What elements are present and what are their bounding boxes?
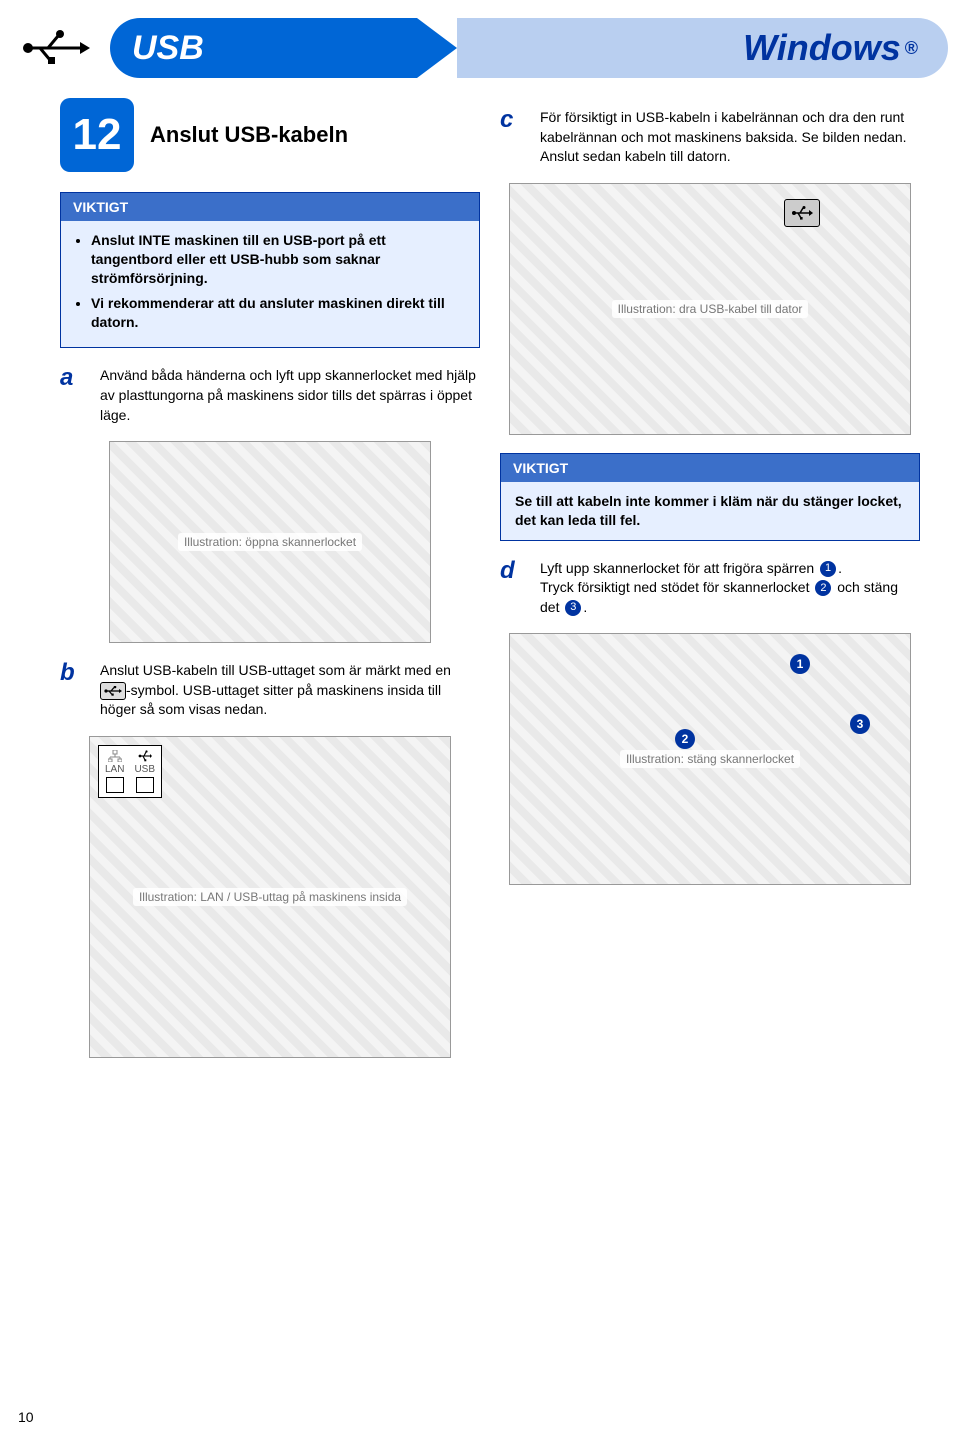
header-left-label: USB bbox=[132, 29, 204, 68]
substep-a-letter: a bbox=[60, 366, 86, 425]
header-right-pill: Windows® bbox=[457, 18, 948, 78]
lan-usb-label-box: LAN USB bbox=[98, 745, 162, 798]
illustration-d-badge-1: 1 bbox=[790, 654, 810, 674]
illustration-d-badge-2: 2 bbox=[675, 729, 695, 749]
step-header: 12 Anslut USB-kabeln bbox=[60, 98, 480, 172]
badge-1-inline: 1 bbox=[820, 561, 836, 577]
illustration-a: Illustration: öppna skannerlocket bbox=[109, 441, 431, 643]
usb-symbol-icon bbox=[100, 682, 126, 700]
substep-d-line1-before: Lyft upp skannerlocket för att frigöra s… bbox=[540, 560, 818, 576]
important-callout-2: VIKTIGT Se till att kabeln inte kommer i… bbox=[500, 453, 920, 541]
usb-icon bbox=[0, 18, 110, 78]
substep-b-text: Anslut USB-kabeln till USB-uttaget som ä… bbox=[100, 661, 480, 720]
lan-port-icon: LAN bbox=[105, 750, 124, 793]
illustration-b-label: Illustration: LAN / USB-uttag på maskine… bbox=[133, 888, 407, 906]
illustration-c-label: Illustration: dra USB-kabel till dator bbox=[612, 300, 809, 318]
illustration-b: LAN USB Illustration: LAN / USB-uttag på… bbox=[89, 736, 451, 1058]
illustration-a-label: Illustration: öppna skannerlocket bbox=[178, 533, 362, 551]
substep-b-letter: b bbox=[60, 661, 86, 720]
important-callout-1-body: Anslut INTE maskinen till en USB-port på… bbox=[61, 221, 479, 347]
substep-b: b Anslut USB-kabeln till USB-uttaget som… bbox=[60, 661, 480, 720]
illustration-d-badge-3: 3 bbox=[850, 714, 870, 734]
header-left-pill: USB bbox=[110, 18, 417, 78]
header-row: USB Windows® bbox=[0, 18, 960, 78]
callout-1-item-0: Anslut INTE maskinen till en USB-port på… bbox=[91, 232, 386, 286]
badge-2-inline: 2 bbox=[815, 580, 831, 596]
substep-d-letter: d bbox=[500, 559, 526, 618]
substep-c-text: För försiktigt in USB-kabeln i kabelränn… bbox=[540, 108, 920, 167]
substep-c: c För försiktigt in USB-kabeln i kabelrä… bbox=[500, 108, 920, 167]
callout-1-item-1: Vi rekommenderar att du ansluter maskine… bbox=[91, 295, 445, 330]
arrow-icon bbox=[417, 18, 457, 78]
header-right-label: Windows bbox=[743, 27, 901, 69]
step-title: Anslut USB-kabeln bbox=[150, 122, 348, 148]
usb-label: USB bbox=[134, 764, 155, 775]
step-number-badge: 12 bbox=[60, 98, 134, 172]
substep-b-text-before: Anslut USB-kabeln till USB-uttaget som ä… bbox=[100, 662, 451, 678]
substep-d-text: Lyft upp skannerlocket för att frigöra s… bbox=[540, 559, 920, 618]
illustration-d-label: Illustration: stäng skannerlocket bbox=[620, 750, 800, 768]
left-column: 12 Anslut USB-kabeln VIKTIGT Anslut INTE… bbox=[60, 98, 480, 1076]
right-column: c För försiktigt in USB-kabeln i kabelrä… bbox=[500, 98, 920, 1076]
important-callout-1-heading: VIKTIGT bbox=[61, 193, 479, 221]
substep-d-line1-after: . bbox=[838, 560, 842, 576]
usb-socket-icon bbox=[136, 777, 154, 793]
lan-socket-icon bbox=[106, 777, 124, 793]
substep-d: d Lyft upp skannerlocket för att frigöra… bbox=[500, 559, 920, 618]
lan-label: LAN bbox=[105, 764, 124, 775]
substep-c-letter: c bbox=[500, 108, 526, 167]
substep-d-line2-before: Tryck försiktigt ned stödet för skannerl… bbox=[540, 579, 813, 595]
page-number: 10 bbox=[18, 1409, 34, 1425]
badge-3-inline: 3 bbox=[565, 600, 581, 616]
substep-a-text: Använd båda händerna och lyft upp skanne… bbox=[100, 366, 480, 425]
usb-symbol-badge bbox=[784, 199, 820, 227]
illustration-c: Illustration: dra USB-kabel till dator bbox=[509, 183, 911, 435]
important-callout-2-body: Se till att kabeln inte kommer i kläm nä… bbox=[501, 482, 919, 540]
important-callout-1: VIKTIGT Anslut INTE maskinen till en USB… bbox=[60, 192, 480, 348]
substep-a: a Använd båda händerna och lyft upp skan… bbox=[60, 366, 480, 425]
substep-b-text-after: -symbol. USB-uttaget sitter på maskinens… bbox=[100, 682, 441, 718]
illustration-d: Illustration: stäng skannerlocket 1 2 3 bbox=[509, 633, 911, 885]
substep-d-line2-after: . bbox=[583, 599, 587, 615]
usb-port-icon: USB bbox=[134, 750, 155, 793]
important-callout-2-heading: VIKTIGT bbox=[501, 454, 919, 482]
header-trademark: ® bbox=[905, 38, 918, 59]
callout-2-text: Se till att kabeln inte kommer i kläm nä… bbox=[515, 493, 902, 528]
